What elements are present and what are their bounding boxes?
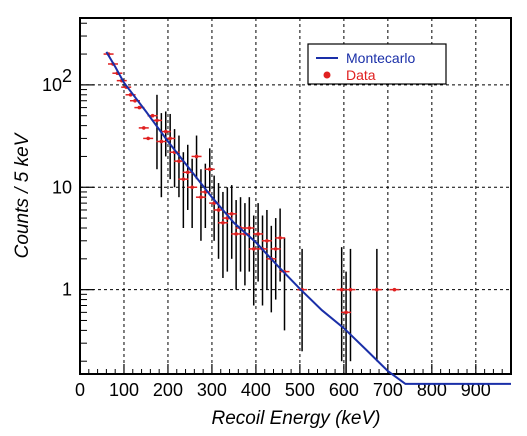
y-tick-exponent: 2 xyxy=(62,66,72,86)
grid xyxy=(80,18,511,374)
legend-montecarlo-label: Montecarlo xyxy=(346,50,415,66)
data-point xyxy=(339,287,344,292)
data-point xyxy=(392,287,397,292)
y-tick-marks xyxy=(80,22,94,362)
x-tick-label: 700 xyxy=(373,380,403,400)
data-point xyxy=(194,154,199,159)
data-point xyxy=(247,226,252,230)
legend: Montecarlo Data xyxy=(307,43,447,85)
x-tick-label: 0 xyxy=(75,380,85,400)
x-tick-label: 400 xyxy=(241,380,271,400)
montecarlo-curve xyxy=(105,51,511,385)
data-point xyxy=(185,170,190,175)
data-point xyxy=(216,208,221,212)
x-tick-label: 200 xyxy=(153,380,183,400)
data-point xyxy=(155,118,159,123)
data-point xyxy=(137,105,142,110)
legend-box xyxy=(307,43,447,85)
data-point xyxy=(141,126,146,130)
montecarlo-line xyxy=(105,51,511,385)
data-point xyxy=(221,220,225,225)
data-point xyxy=(229,212,234,216)
y-tick-label: 1 xyxy=(62,280,72,300)
x-tick-label: 100 xyxy=(109,380,139,400)
data-point xyxy=(278,236,282,240)
x-tick-label: 600 xyxy=(329,380,359,400)
data-point xyxy=(375,287,379,292)
data-point xyxy=(344,310,348,315)
x-tick-marks xyxy=(79,364,503,374)
x-tick-label: 800 xyxy=(417,380,447,400)
data-point xyxy=(168,136,172,141)
data-point xyxy=(234,232,238,236)
data-point xyxy=(177,159,181,163)
y-axis-label: Counts / 5 keV xyxy=(12,131,33,258)
x-tick-label: 500 xyxy=(285,380,315,400)
y-tick-label: 10 xyxy=(52,177,72,197)
data-point xyxy=(181,177,186,181)
legend-data-label: Data xyxy=(346,67,376,83)
x-tick-label: 900 xyxy=(461,380,491,400)
data-point xyxy=(265,238,269,243)
x-axis-label: Recoil Energy (keV) xyxy=(212,408,381,429)
legend-data-swatch xyxy=(323,71,331,79)
x-tick-label: 300 xyxy=(197,380,227,400)
data-point xyxy=(348,287,353,292)
data-point xyxy=(163,129,168,134)
data-point xyxy=(251,247,256,251)
data-point xyxy=(256,232,260,236)
data-point xyxy=(146,136,150,141)
data-point xyxy=(190,185,194,190)
data-point xyxy=(207,167,212,172)
data-point xyxy=(150,113,155,118)
y-tick-label: 10 xyxy=(42,75,62,95)
data-point xyxy=(199,195,203,199)
x-tick-labels: 0 100 200 300 400 500 600 700 800 900 xyxy=(75,380,491,400)
data-point xyxy=(273,247,278,251)
data-point xyxy=(159,139,164,144)
